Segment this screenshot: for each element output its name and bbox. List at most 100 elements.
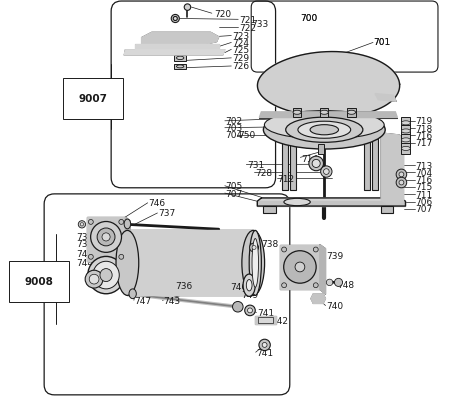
Text: 701: 701: [373, 38, 390, 47]
Text: 720: 720: [215, 10, 232, 19]
Text: 737: 737: [158, 209, 175, 218]
Bar: [381, 207, 393, 214]
Circle shape: [247, 308, 253, 313]
Ellipse shape: [284, 199, 310, 206]
Circle shape: [399, 173, 404, 177]
Circle shape: [262, 343, 267, 347]
Ellipse shape: [93, 262, 119, 289]
Ellipse shape: [129, 289, 137, 299]
Polygon shape: [259, 113, 397, 118]
Bar: [293, 109, 301, 117]
Ellipse shape: [252, 239, 258, 288]
Text: 714: 714: [301, 154, 318, 163]
Ellipse shape: [176, 66, 184, 69]
Circle shape: [80, 223, 83, 226]
Ellipse shape: [242, 231, 264, 296]
Polygon shape: [142, 33, 219, 45]
Text: 744: 744: [76, 259, 93, 268]
Ellipse shape: [124, 220, 131, 229]
Text: 716: 716: [416, 132, 433, 141]
Bar: [401, 118, 410, 129]
Text: 724: 724: [232, 39, 249, 48]
Circle shape: [282, 283, 286, 288]
Text: 750: 750: [238, 131, 255, 140]
Circle shape: [284, 251, 316, 284]
Circle shape: [312, 160, 320, 168]
Circle shape: [282, 247, 286, 252]
Text: 712: 712: [278, 175, 295, 183]
Polygon shape: [135, 45, 219, 49]
Text: 733: 733: [251, 20, 268, 29]
Text: 731: 731: [247, 161, 264, 170]
Text: 728: 728: [255, 168, 273, 177]
Text: 9008: 9008: [25, 277, 53, 286]
Text: 706: 706: [416, 198, 433, 207]
Text: 725: 725: [232, 46, 249, 55]
Text: 713: 713: [416, 161, 433, 170]
Bar: [174, 56, 186, 62]
Text: 719: 719: [416, 117, 433, 126]
Text: 747: 747: [135, 296, 152, 305]
Polygon shape: [257, 202, 405, 207]
Circle shape: [399, 181, 404, 185]
Circle shape: [119, 220, 124, 225]
Circle shape: [315, 66, 322, 74]
Bar: [372, 140, 378, 190]
Polygon shape: [255, 316, 275, 324]
Text: 749: 749: [241, 290, 258, 299]
Ellipse shape: [401, 130, 410, 134]
Text: 721: 721: [239, 16, 256, 25]
Text: 743: 743: [163, 296, 180, 305]
Ellipse shape: [401, 122, 410, 126]
Text: 717: 717: [416, 139, 433, 148]
Bar: [318, 145, 324, 155]
Circle shape: [245, 305, 255, 316]
Text: 700: 700: [300, 14, 317, 23]
Circle shape: [233, 302, 243, 312]
Text: 702: 702: [226, 117, 243, 126]
Polygon shape: [381, 134, 403, 205]
Text: 741: 741: [256, 348, 273, 357]
Circle shape: [295, 262, 305, 272]
Text: 729: 729: [232, 54, 249, 63]
Bar: [401, 126, 410, 137]
Ellipse shape: [264, 111, 385, 149]
Bar: [401, 143, 410, 155]
Text: 707: 707: [226, 189, 243, 198]
Bar: [282, 140, 288, 190]
Text: 741: 741: [257, 308, 274, 317]
Bar: [347, 109, 356, 117]
Text: 718: 718: [416, 124, 433, 133]
Circle shape: [309, 157, 323, 171]
Ellipse shape: [320, 111, 328, 115]
Polygon shape: [128, 231, 253, 296]
Ellipse shape: [176, 57, 184, 60]
Polygon shape: [125, 217, 130, 266]
Ellipse shape: [264, 111, 384, 140]
Text: 700: 700: [300, 14, 317, 23]
Polygon shape: [320, 245, 326, 294]
Ellipse shape: [286, 118, 363, 143]
Circle shape: [89, 220, 93, 225]
Circle shape: [252, 246, 256, 250]
Text: 740: 740: [326, 301, 344, 310]
Circle shape: [326, 279, 333, 286]
Ellipse shape: [88, 257, 124, 294]
Text: 722: 722: [239, 24, 256, 33]
Text: 701: 701: [373, 38, 390, 47]
Bar: [364, 140, 370, 190]
Circle shape: [102, 233, 110, 241]
Polygon shape: [124, 51, 225, 56]
Ellipse shape: [243, 275, 255, 296]
Text: 704: 704: [226, 131, 243, 140]
Circle shape: [173, 17, 177, 21]
Ellipse shape: [246, 280, 252, 291]
Circle shape: [97, 228, 115, 246]
Polygon shape: [280, 245, 320, 290]
Text: 746: 746: [230, 282, 247, 291]
Circle shape: [89, 255, 93, 260]
Ellipse shape: [116, 231, 139, 296]
Text: 739: 739: [326, 252, 344, 260]
Text: 716: 716: [416, 176, 433, 185]
Circle shape: [313, 247, 318, 252]
